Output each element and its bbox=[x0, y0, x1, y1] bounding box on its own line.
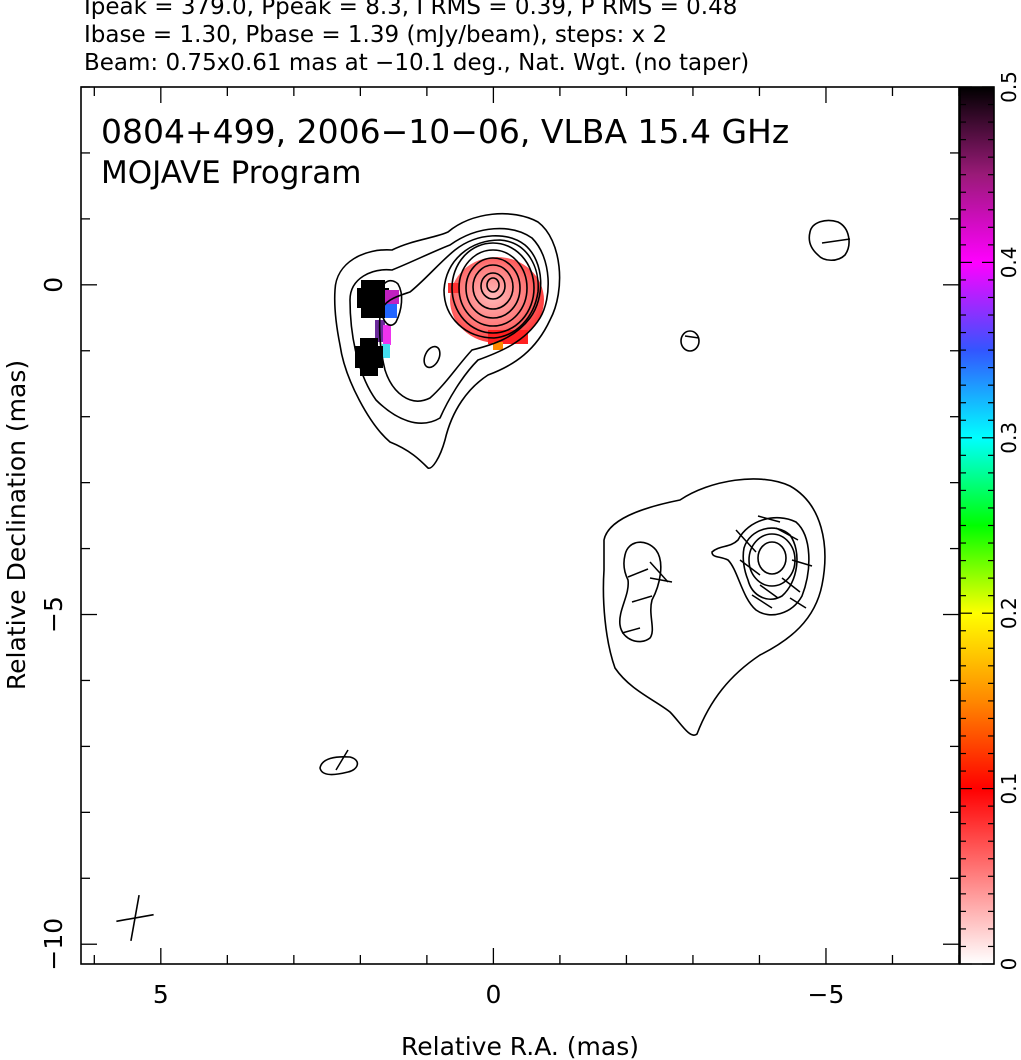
map-subtitle: MOJAVE Program bbox=[101, 155, 361, 191]
axis-tick-labels: 5 0 −5 0 −5 −10 bbox=[39, 277, 844, 1009]
header-line-2: Ibase = 1.30, Pbase = 1.39 (mJy/beam), s… bbox=[84, 22, 668, 48]
beam-minor-axis bbox=[116, 913, 154, 923]
colorbar-tick-label: 0 bbox=[997, 958, 1021, 971]
colorbar-tick-label: 0.4 bbox=[997, 246, 1021, 278]
polarization-vectors bbox=[335, 238, 851, 771]
core-polarization-edge bbox=[448, 283, 460, 293]
x-tick-label: −5 bbox=[808, 980, 845, 1009]
beam-marker bbox=[116, 894, 154, 942]
map-title: 0804+499, 2006−10−06, VLBA 15.4 GHz bbox=[101, 112, 789, 151]
contour-core-3 bbox=[378, 235, 542, 402]
contour-knot-inner bbox=[381, 279, 403, 326]
y-tick-label: −10 bbox=[39, 918, 68, 971]
y-tick-label: 0 bbox=[39, 277, 68, 293]
colorbar-tick-label: 0.3 bbox=[997, 422, 1021, 454]
x-tick-label: 5 bbox=[153, 980, 169, 1009]
y-axis-label: Relative Declination (mas) bbox=[2, 360, 31, 690]
contour-jet-c2 bbox=[711, 516, 810, 616]
x-tick-label: 0 bbox=[485, 980, 501, 1009]
colorbar-tick-label: 0.1 bbox=[997, 773, 1021, 805]
colorbar-tick-label: 0.2 bbox=[997, 597, 1021, 629]
contour-jet-outer bbox=[602, 478, 826, 736]
header-line-3: Beam: 0.75x0.61 mas at −10.1 deg., Nat. … bbox=[84, 50, 750, 76]
x-axis-label: Relative R.A. (mas) bbox=[401, 1032, 639, 1060]
contour-small-nw bbox=[808, 219, 850, 262]
contour-core-outer bbox=[333, 212, 561, 469]
contour-jet-c1 bbox=[619, 541, 662, 643]
plot-frame bbox=[80, 86, 960, 965]
header-line-1: Ipeak = 379.0, Ppeak = 8.3, I RMS = 0.39… bbox=[84, 0, 738, 20]
contour-core-2 bbox=[349, 227, 549, 424]
axis-ticks bbox=[81, 86, 960, 964]
colorbar-tick-label: 0.5 bbox=[997, 71, 1021, 103]
colorbar-ticks: 0 0.1 0.2 0.3 0.4 0.5 bbox=[960, 71, 1021, 970]
intensity-contours bbox=[319, 212, 850, 776]
y-tick-label: −5 bbox=[39, 596, 68, 633]
